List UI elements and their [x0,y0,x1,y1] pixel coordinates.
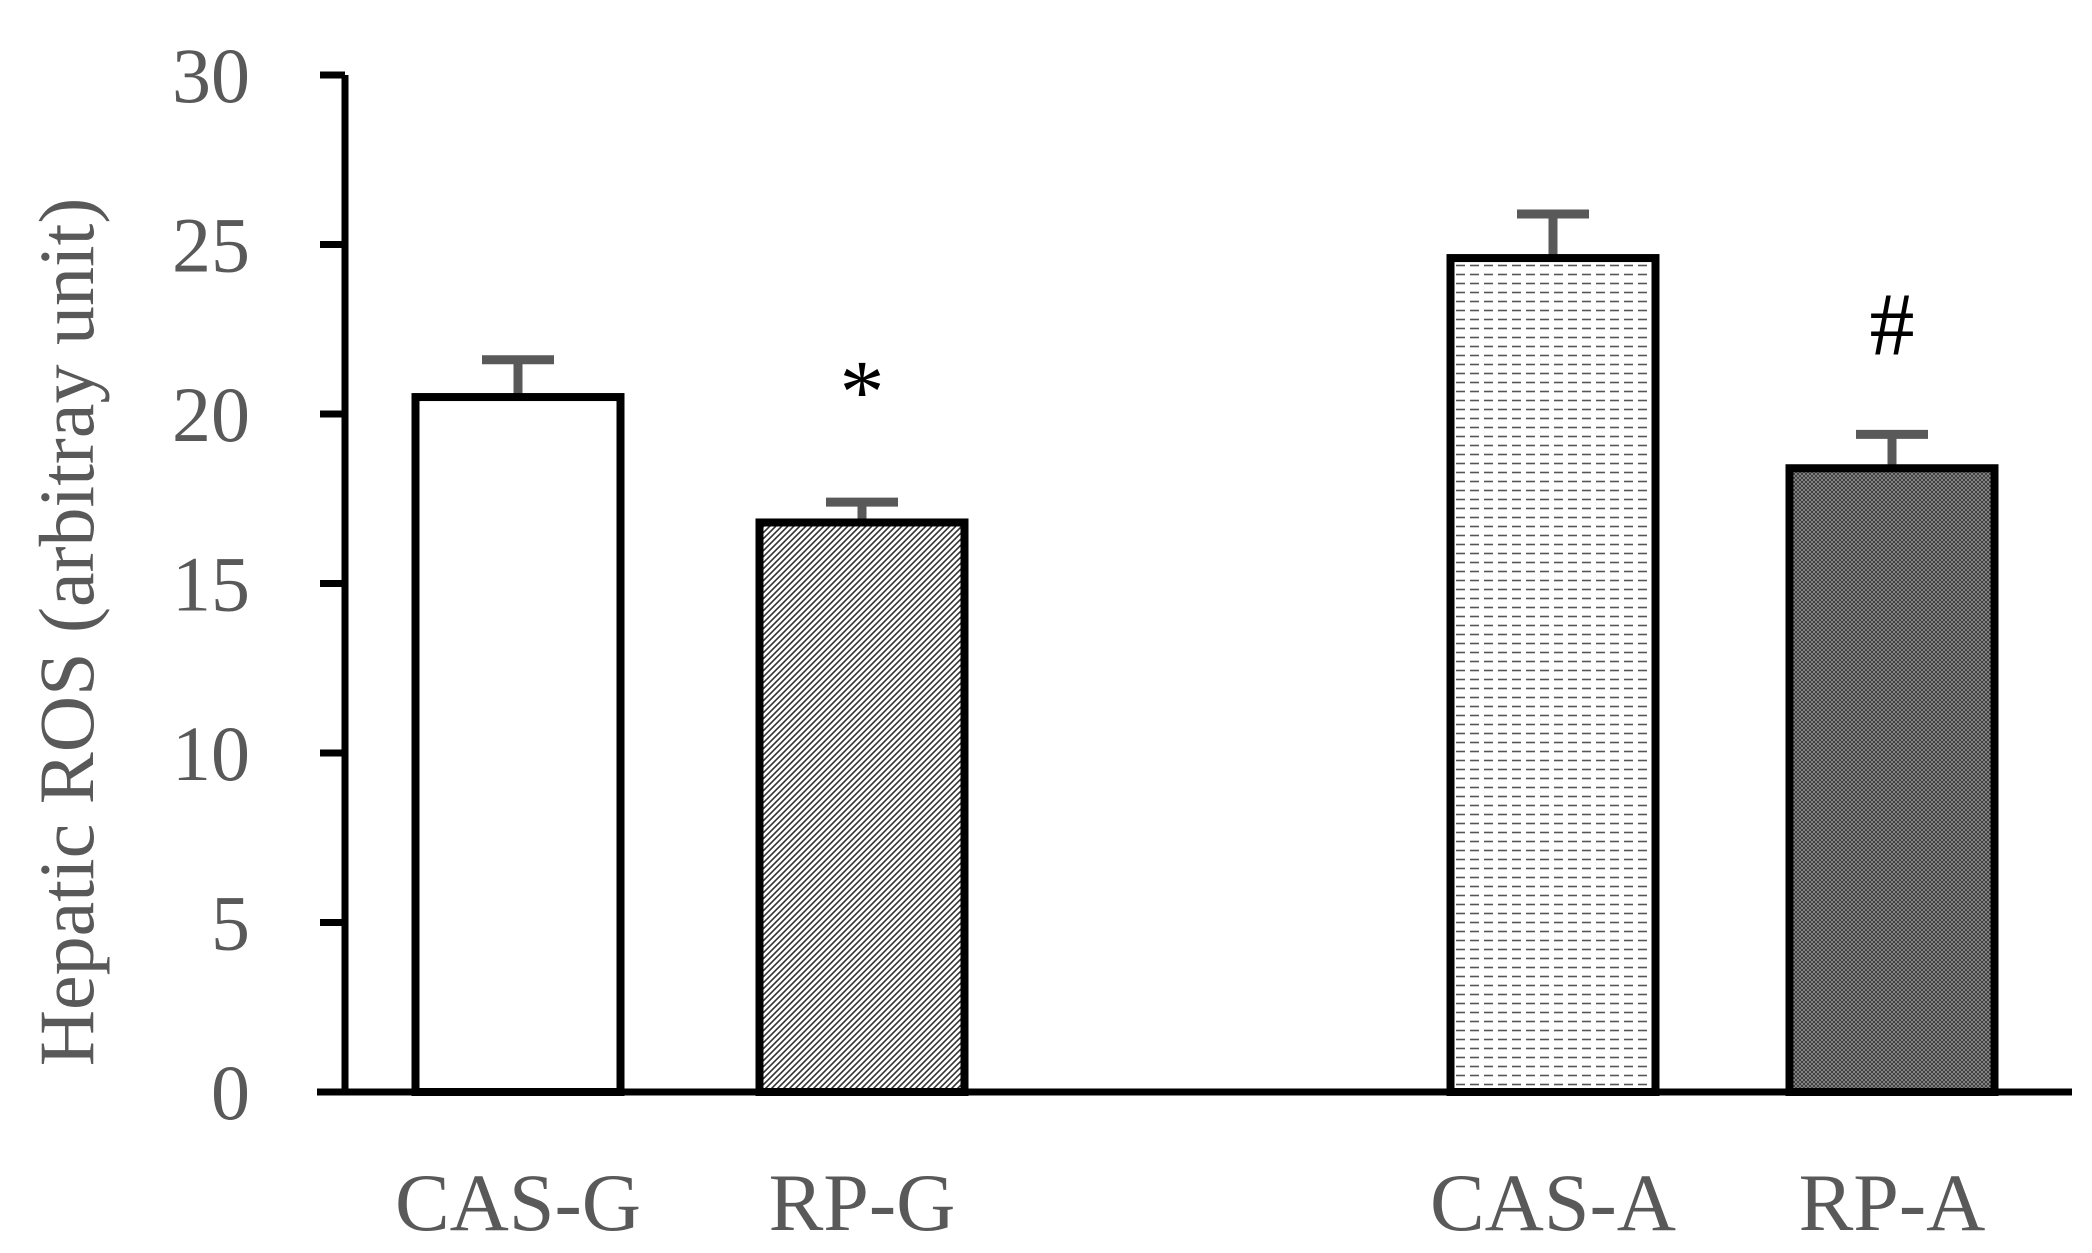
x-tick-label: CAS-G [395,1157,641,1248]
significance-marker: # [1870,275,1915,374]
x-tick-label: RP-A [1799,1157,1986,1248]
plot-area: 0 5 10 15 20 25 30 Hepatic ROS (arbitray unit) C… [23,32,2072,1248]
bar-cas-g [411,393,625,1096]
x-tick-label: CAS-A [1430,1157,1676,1248]
y-tick-label: 30 [172,32,250,119]
bar-cas-a [1446,254,1660,1096]
bar-rp-a [1785,464,1999,1096]
x-tick-label: RP-G [769,1157,956,1248]
bar-rp-g [755,518,969,1096]
y-tick-label: 15 [172,541,250,628]
significance-marker: * [840,343,885,442]
y-tick-label: 10 [172,710,250,797]
y-tick-label: 5 [211,880,250,967]
y-tick-label: 20 [172,371,250,458]
y-tick-label: 0 [211,1049,250,1136]
y-tick-label: 25 [172,202,250,289]
y-axis-title: Hepatic ROS (arbitray unit) [23,198,110,1067]
